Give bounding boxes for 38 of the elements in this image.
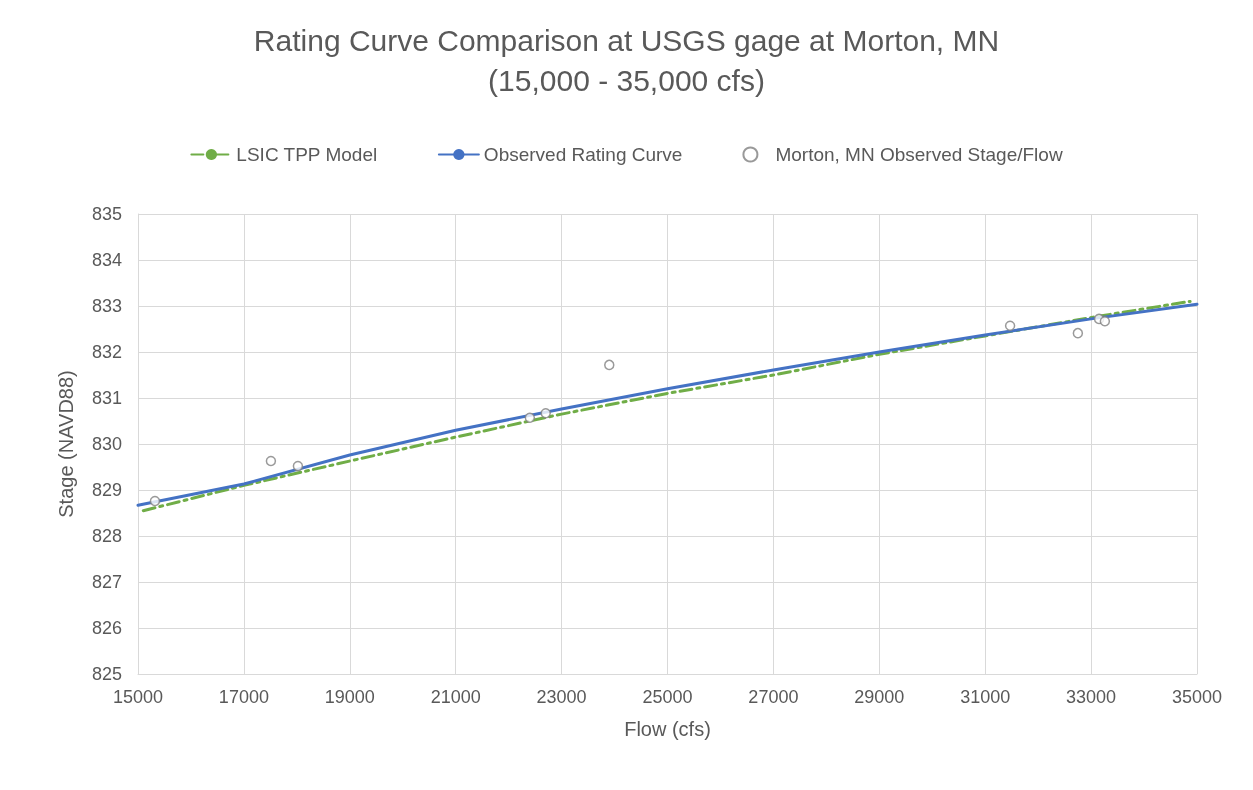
point (265, 455, 277, 467)
y-tick-label: 828 (91, 526, 122, 546)
x-axis-title: Flow (cfs) (624, 718, 711, 740)
y-tick-label: 827 (91, 572, 122, 592)
legend-label: LSIC TPP Model (236, 144, 378, 165)
x-tick-label: 31000 (960, 687, 1011, 707)
x-tick-label: 35000 (1171, 687, 1223, 707)
point (1004, 320, 1016, 332)
x-tick-label: 33000 (1066, 687, 1117, 707)
x-tick-label: 27000 (748, 687, 799, 707)
y-tick-label: 835 (91, 204, 122, 224)
x-tick-label: 19000 (324, 687, 375, 707)
y-tick-label: 831 (91, 388, 122, 408)
y-tick-label: 834 (91, 250, 122, 270)
point (1072, 327, 1084, 339)
x-tick-label: 25000 (642, 687, 693, 707)
y-tick-label: 825 (91, 664, 122, 684)
y-tick-label: 832 (91, 342, 122, 362)
x-tick-label: 15000 (112, 687, 164, 707)
chart-subtitle: (15,000 - 35,000 cfs) (488, 63, 765, 97)
y-tick-label: 826 (91, 618, 122, 638)
legend-label: Observed Rating Curve (483, 144, 683, 165)
point (524, 412, 536, 424)
y-tick-label: 829 (91, 480, 122, 500)
point (292, 460, 304, 472)
point (540, 407, 551, 419)
point (1099, 315, 1111, 327)
x-tick-label: 29000 (854, 687, 905, 707)
x-tick-label: 17000 (218, 687, 269, 707)
point (604, 359, 615, 371)
point (149, 495, 161, 507)
chart-title: Rating Curve Comparison at USGS gage at Morton, MN (253, 23, 1000, 57)
legend-label: Morton, MN Observed Stage/Flow (775, 144, 1063, 165)
x-tick-label: 21000 (430, 687, 481, 707)
y-tick-label: 830 (91, 434, 122, 454)
y-axis-title: Stage (NAVD88) (55, 370, 77, 518)
y-tick-label: 833 (91, 296, 122, 316)
x-tick-label: 23000 (536, 687, 587, 707)
